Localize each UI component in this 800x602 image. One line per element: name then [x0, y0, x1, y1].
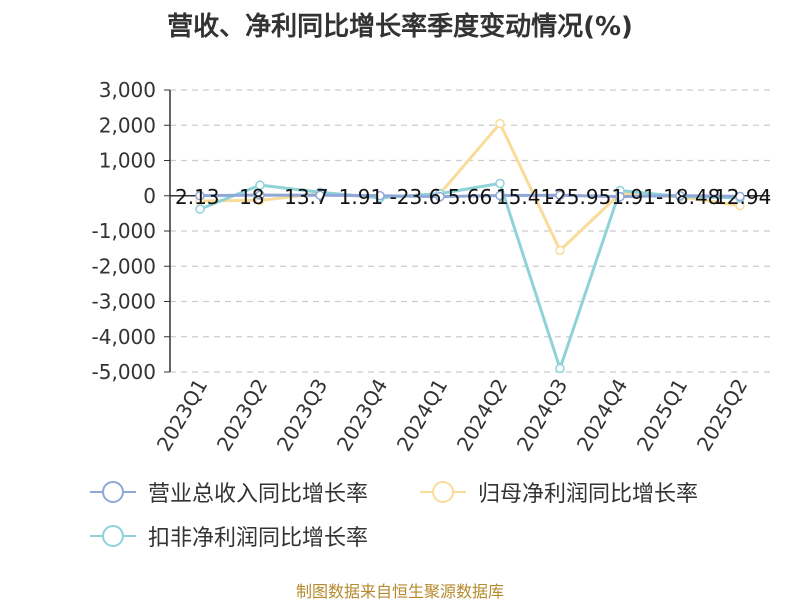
- data-labels: 2.13 18 13.7 1.91 -23.6 5.66 15.41-25.95 1.91 -1…: [175, 185, 771, 209]
- x-tick-label: 2023Q2: [212, 375, 272, 456]
- data-label: 2.13: [175, 185, 220, 209]
- series-point: [555, 190, 565, 200]
- grid-lines: [170, 89, 770, 373]
- series-point: [675, 190, 685, 201]
- series-point: [375, 190, 385, 201]
- legend-label: 营业总收入同比增长率: [148, 482, 369, 507]
- legend-item-net-profit[interactable]: 归母净利润同比增长率: [418, 472, 698, 512]
- y-tick-label: -3,000: [92, 290, 156, 314]
- data-label: 1.91: [339, 185, 384, 209]
- data-label: -23.6: [390, 185, 442, 209]
- legend-item-revenue[interactable]: 营业总收入同比增长率: [88, 472, 368, 512]
- source-footer: 制图数据来自恒生聚源数据库: [295, 582, 504, 601]
- y-tick-label: -2,000: [92, 254, 156, 278]
- series-point: [435, 191, 445, 202]
- data-label: 12.94: [714, 185, 771, 209]
- data-label: -25.95: [547, 185, 611, 209]
- series-point: [555, 245, 565, 256]
- series-point: [735, 191, 745, 202]
- x-tick-label: 2024Q3: [512, 375, 572, 456]
- series-point: [195, 190, 205, 201]
- series-point: [495, 190, 505, 201]
- y-tick-label: 1,000: [99, 149, 156, 173]
- x-tick-label: 2025Q1: [632, 375, 692, 456]
- series-line: [199, 193, 741, 199]
- x-tick-label: 2024Q4: [572, 375, 632, 456]
- legend-marker-icon: [420, 481, 466, 503]
- y-tick-label: -4,000: [92, 325, 156, 349]
- chart-title: 营收、净利同比增长率季度变动情况(%): [167, 12, 633, 42]
- data-label: 1.91: [611, 185, 656, 209]
- series-point: [495, 118, 505, 129]
- data-label: 15.41: [496, 185, 553, 209]
- x-tick-label: 2023Q1: [152, 375, 212, 456]
- series-point: [615, 191, 625, 202]
- data-label: 13.7: [284, 185, 329, 209]
- series-point: [555, 363, 565, 374]
- series-point: [315, 190, 325, 201]
- data-label: 18: [239, 185, 264, 209]
- series-line: [199, 181, 741, 370]
- series-point: [195, 204, 205, 214]
- data-label: 5.66: [448, 185, 493, 209]
- x-tick-label: 2024Q1: [392, 375, 452, 456]
- series-point: [495, 178, 505, 189]
- y-tick-label: 0: [143, 184, 156, 208]
- y-tick-label: 2,000: [99, 113, 156, 137]
- series-lines: [195, 118, 745, 374]
- y-tick-label: -1,000: [92, 219, 156, 243]
- series-point: [255, 190, 265, 200]
- x-tick-label: 2025Q2: [692, 375, 752, 456]
- legend-label: 扣非净利润同比增长率: [148, 526, 369, 551]
- legend-marker-icon: [90, 481, 136, 503]
- legend-label: 归母净利润同比增长率: [478, 482, 699, 507]
- x-tick-label: 2023Q4: [332, 375, 392, 456]
- x-tick-label: 2024Q2: [452, 375, 512, 456]
- y-tick-label: 3,000: [99, 78, 156, 102]
- series-point: [255, 180, 265, 190]
- y-tick-label: -5,000: [92, 360, 156, 384]
- legend-marker-icon: [90, 525, 136, 547]
- x-tick-label: 2023Q3: [272, 375, 332, 456]
- data-label: -18.48: [656, 185, 720, 209]
- legend-item-deducted-profit[interactable]: 扣非净利润同比增长率: [88, 516, 368, 556]
